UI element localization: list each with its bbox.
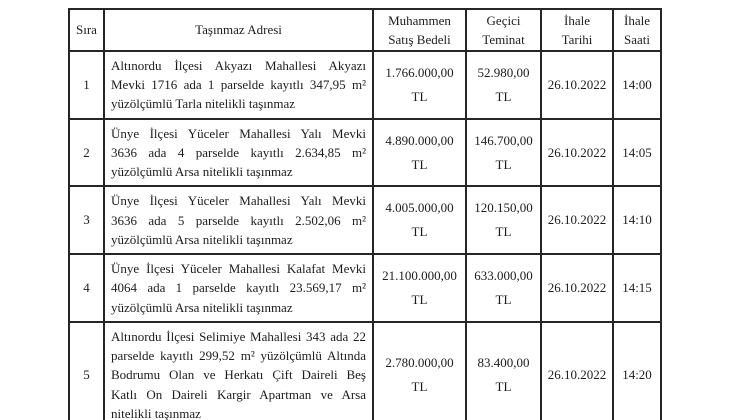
cell-deposit: 146.700,00 TL: [465, 117, 542, 188]
address-line: parselde kayıtlı 299,52 m² yüzölçümlü Al…: [111, 348, 366, 364]
sale-price-currency: TL: [411, 88, 428, 104]
cell-auction-date: 26.10.2022: [540, 117, 614, 188]
cell-sale-price: 2.780.000,00 TL: [372, 320, 467, 420]
header-sale-price-line2: Satış Bedeli: [388, 32, 451, 47]
cell-auction-time: 14:15: [612, 253, 662, 323]
cell-auction-date: 26.10.2022: [540, 320, 614, 420]
header-auction-date-line2: Tarihi: [561, 32, 593, 47]
sale-price-amount: 4.890.000,00: [385, 132, 454, 148]
cell-auction-date: 26.10.2022: [540, 50, 614, 120]
header-deposit-line2: Teminat: [482, 32, 525, 47]
cell-property-address: Ünye İlçesi Yüceler Mahallesi Kalafat Me…: [103, 253, 374, 323]
cell-auction-date: 26.10.2022: [540, 185, 614, 256]
cell-property-address: Altınordu İlçesi Selimiye Mahallesi 343 …: [103, 320, 374, 420]
address-line: Ünye İlçesi Yüceler Mahallesi Kalafat Me…: [111, 261, 366, 277]
address-line: Ünye İlçesi Yüceler Mahallesi Yalı Mevki: [111, 193, 366, 209]
address-line: yüzölçümlü Arsa nitelikli taşınmaz: [111, 299, 293, 315]
table-row: 3 Ünye İlçesi Yüceler Mahallesi Yalı Mev…: [68, 185, 662, 256]
deposit-currency: TL: [495, 291, 512, 307]
sale-price-currency: TL: [411, 156, 428, 172]
address-line: Mevki 1716 ada 1 parselde kayıtlı 347,95…: [111, 77, 366, 93]
cell-auction-time: 14:05: [612, 117, 662, 188]
header-sale-price: Muhammen Satış Bedeli: [372, 8, 467, 52]
address-line: Katlı On Daireli Kargir Apartman ve Arsa: [111, 386, 366, 402]
cell-auction-time: 14:00: [612, 50, 662, 120]
address-line: Bodrumu Olan ve Herkatı Çift Daireli Beş: [111, 367, 366, 383]
header-auction-time: İhale Saati: [612, 8, 662, 52]
deposit-amount: 83.400,00: [477, 354, 530, 370]
cell-auction-time: 14:10: [612, 185, 662, 256]
cell-sale-price: 4.890.000,00 TL: [372, 117, 467, 188]
deposit-currency: TL: [495, 224, 512, 240]
cell-deposit: 52.980,00 TL: [465, 50, 542, 120]
address-line: 3636 ada 5 parselde kayıtlı 2.502,06 m²: [111, 212, 366, 228]
cell-sira: 1: [68, 50, 105, 120]
cell-property-address: Altınordu İlçesi Akyazı Mahallesi Akyazı…: [103, 50, 374, 120]
table-row: 4 Ünye İlçesi Yüceler Mahallesi Kalafat …: [68, 253, 662, 323]
cell-auction-time: 14:20: [612, 320, 662, 420]
deposit-currency: TL: [495, 156, 512, 172]
table-row: 1 Altınordu İlçesi Akyazı Mahallesi Akya…: [68, 50, 662, 120]
sale-price-currency: TL: [411, 378, 428, 394]
cell-sale-price: 1.766.000,00 TL: [372, 50, 467, 120]
deposit-currency: TL: [495, 88, 512, 104]
cell-deposit: 633.000,00 TL: [465, 253, 542, 323]
cell-auction-date: 26.10.2022: [540, 253, 614, 323]
cell-sira: 4: [68, 253, 105, 323]
address-line: yüzölçümlü Tarla nitelikli taşınmaz: [111, 96, 296, 112]
deposit-amount: 633.000,00: [474, 267, 533, 283]
header-sira: Sıra: [68, 8, 105, 52]
sale-price-amount: 1.766.000,00: [385, 64, 454, 80]
cell-sale-price: 21.100.000,00 TL: [372, 253, 467, 323]
cell-sira: 5: [68, 320, 105, 420]
deposit-amount: 52.980,00: [477, 64, 530, 80]
sale-price-amount: 4.005.000,00: [385, 200, 454, 216]
table-header-row: Sıra Taşınmaz Adresi Muhammen Satış Bede…: [68, 8, 662, 52]
address-line: 4064 ada 1 parselde kayıtlı 23.569,17 m²: [111, 280, 366, 296]
header-auction-time-line1: İhale: [624, 12, 650, 28]
address-line: Altınordu İlçesi Akyazı Mahallesi Akyazı: [111, 58, 366, 73]
address-line: yüzölçümlü Arsa nitelikli taşınmaz: [111, 231, 293, 247]
cell-deposit: 120.150,00 TL: [465, 185, 542, 256]
deposit-amount: 146.700,00: [474, 132, 533, 148]
address-line: nitelikli taşınmaz: [111, 405, 201, 420]
document-page: Sıra Taşınmaz Adresi Muhammen Satış Bede…: [0, 8, 730, 420]
cell-sale-price: 4.005.000,00 TL: [372, 185, 467, 256]
deposit-currency: TL: [495, 378, 512, 394]
cell-property-address: Ünye İlçesi Yüceler Mahallesi Yalı Mevki…: [103, 185, 374, 256]
header-auction-date-line1: İhale: [564, 12, 590, 28]
header-auction-date: İhale Tarihi: [540, 8, 614, 52]
cell-sira: 2: [68, 117, 105, 188]
table-row: 5 Altınordu İlçesi Selimiye Mahallesi 34…: [68, 320, 662, 420]
sale-price-currency: TL: [411, 224, 428, 240]
cell-sira: 3: [68, 185, 105, 256]
header-property-address: Taşınmaz Adresi: [103, 8, 374, 52]
header-sale-price-line1: Muhammen: [388, 12, 451, 28]
header-deposit: Geçici Teminat: [465, 8, 542, 52]
header-auction-time-line2: Saati: [624, 32, 650, 47]
cell-deposit: 83.400,00 TL: [465, 320, 542, 420]
deposit-amount: 120.150,00: [474, 200, 533, 216]
table-row: 2 Ünye İlçesi Yüceler Mahallesi Yalı Mev…: [68, 117, 662, 188]
address-line: 3636 ada 4 parselde kayıtlı 2.634,85 m²: [111, 144, 366, 160]
cell-property-address: Ünye İlçesi Yüceler Mahallesi Yalı Mevki…: [103, 117, 374, 188]
sale-price-amount: 2.780.000,00: [385, 354, 454, 370]
address-line: Altınordu İlçesi Selimiye Mahallesi 343 …: [111, 328, 366, 344]
address-line: yüzölçümlü Arsa nitelikli taşınmaz: [111, 164, 293, 180]
sale-price-currency: TL: [411, 291, 428, 307]
address-line: Ünye İlçesi Yüceler Mahallesi Yalı Mevki: [111, 125, 366, 141]
header-deposit-line1: Geçici: [486, 12, 521, 28]
tender-table: Sıra Taşınmaz Adresi Muhammen Satış Bede…: [68, 8, 662, 420]
sale-price-amount: 21.100.000,00: [382, 267, 457, 283]
